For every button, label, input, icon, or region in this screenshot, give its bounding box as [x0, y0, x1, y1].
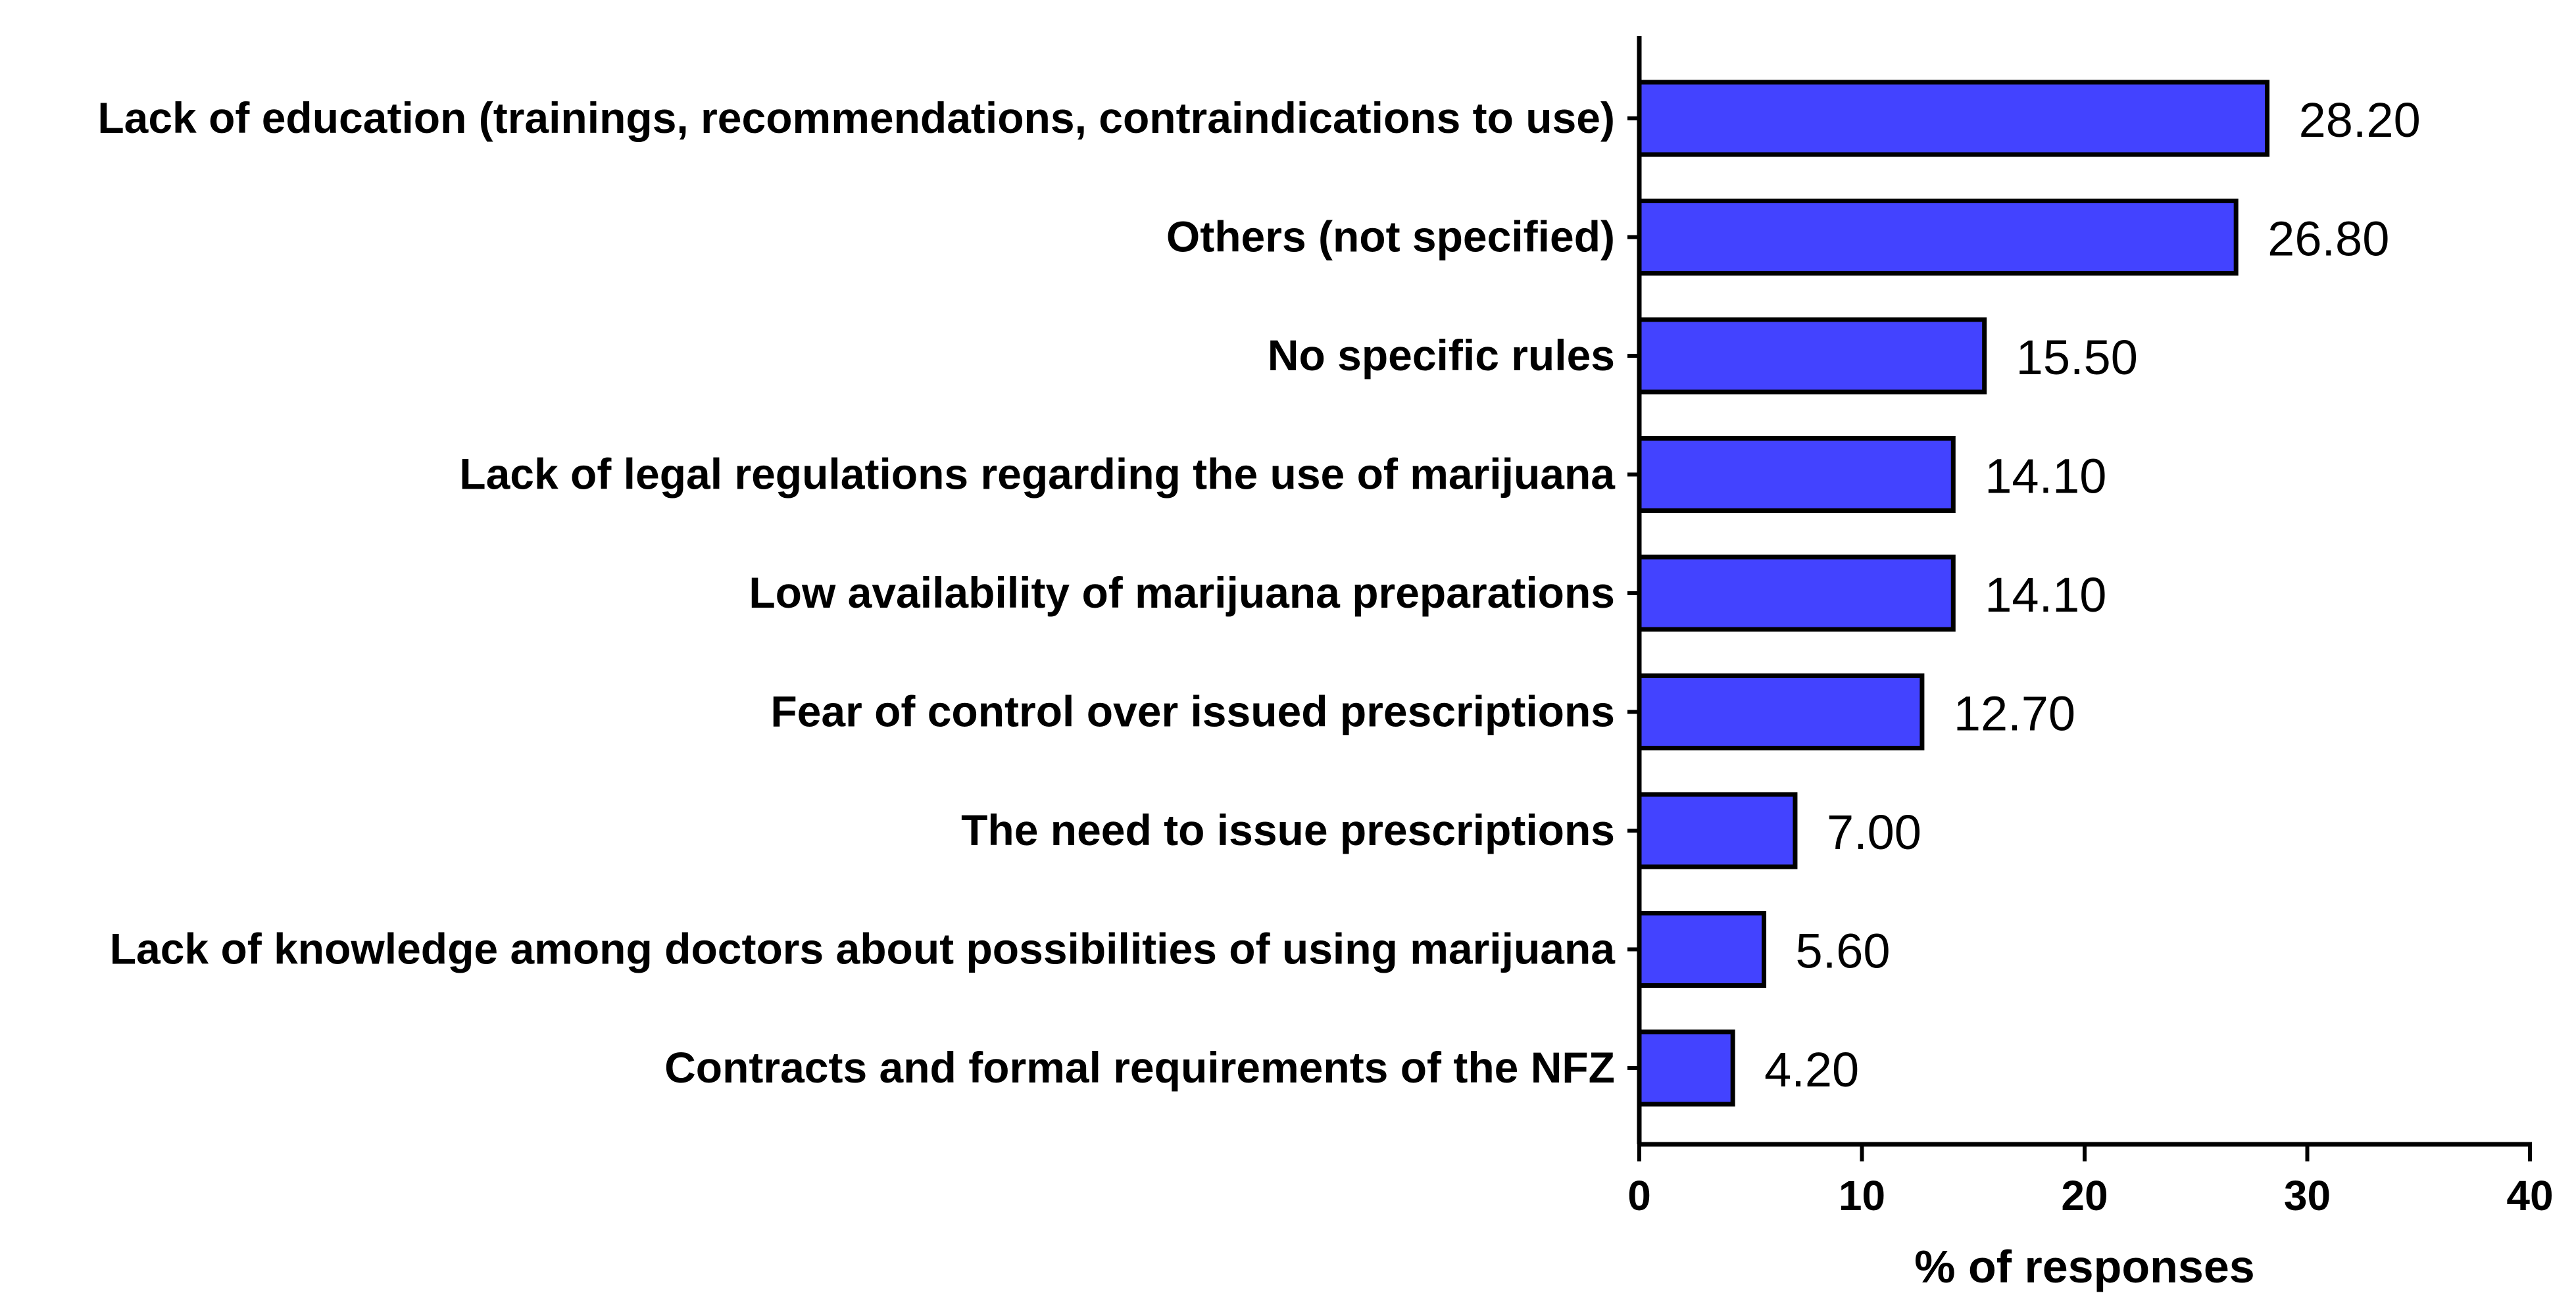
data-label: 14.10: [1985, 568, 2106, 622]
category-label: Fear of control over issued prescription…: [770, 687, 1615, 736]
bar: [1637, 80, 2270, 157]
data-label: 26.80: [2267, 212, 2389, 266]
bar: [1637, 911, 1767, 988]
category-label: The need to issue prescriptions: [961, 806, 1615, 854]
data-labels-layer: 28.20 26.80 15.50 14.10 14.10 12.70 7.00 5.60 4.…: [1764, 93, 2421, 1097]
category-label: Low availability of marijuana preparatio…: [749, 568, 1615, 617]
x-tick-label: 20: [2061, 1172, 2108, 1219]
bars-layer: [1637, 80, 2270, 1107]
x-tick-label: 30: [2284, 1172, 2331, 1219]
category-label: Lack of knowledge among doctors about po…: [110, 925, 1616, 973]
bar: [1637, 317, 1987, 395]
x-ticks-layer: 0 10 20 30 40: [1627, 116, 2554, 1219]
x-tick-label: 0: [1627, 1172, 1651, 1219]
category-labels-layer: Lack of education (trainings, recommenda…: [97, 93, 1616, 1092]
category-label: Lack of legal regulations regarding the …: [459, 450, 1616, 499]
category-label: No specific rules: [1268, 331, 1615, 379]
x-axis-title: % of responses: [1914, 1241, 2254, 1292]
category-label: Lack of education (trainings, recommenda…: [97, 93, 1615, 142]
bar: [1637, 1029, 1735, 1107]
bar: [1637, 792, 1798, 869]
data-label: 15.50: [2016, 330, 2138, 385]
bar: [1637, 554, 1956, 632]
bar: [1637, 199, 2239, 276]
bar: [1637, 436, 1956, 513]
category-label: Others (not specified): [1166, 212, 1615, 261]
data-label: 5.60: [1796, 924, 1891, 979]
data-label: 7.00: [1827, 805, 1921, 860]
bar: [1637, 673, 1925, 750]
x-tick-label: 40: [2506, 1172, 2553, 1219]
data-label: 12.70: [1954, 687, 2075, 741]
x-tick-label: 10: [1839, 1172, 1885, 1219]
data-label: 4.20: [1764, 1042, 1859, 1097]
data-label: 14.10: [1985, 449, 2106, 504]
data-label: 28.20: [2299, 93, 2421, 147]
category-label: Contracts and formal requirements of the…: [664, 1043, 1615, 1092]
